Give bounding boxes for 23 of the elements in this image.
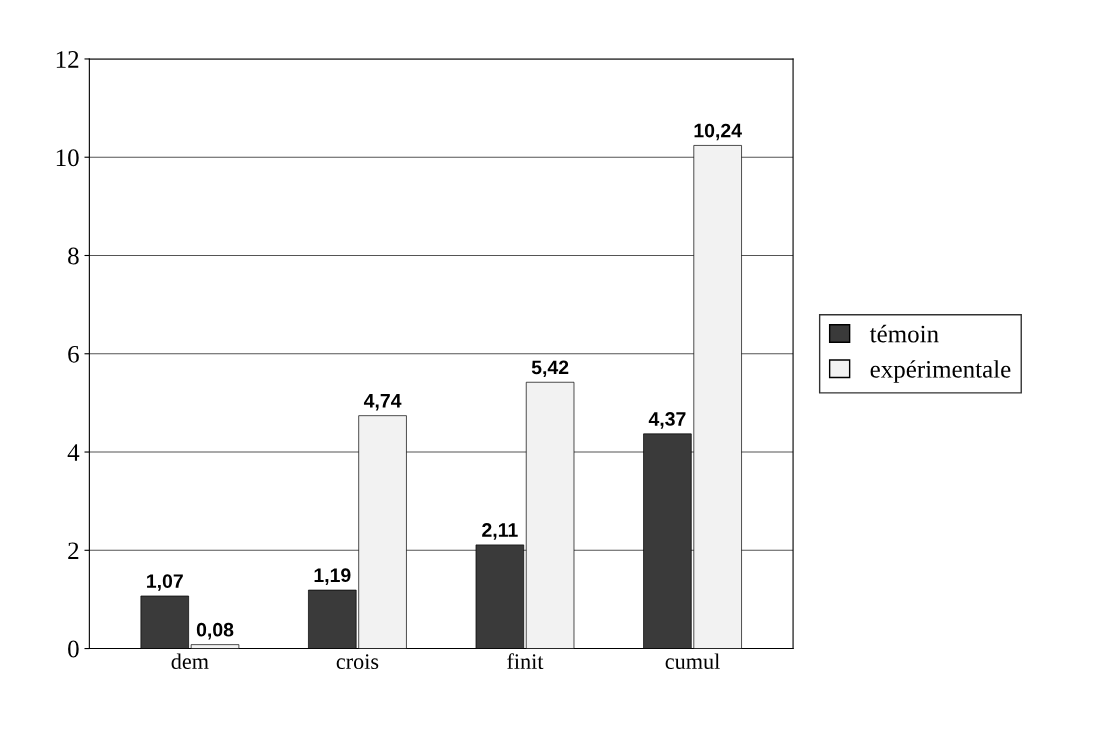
y-tick-label: 6 bbox=[68, 345, 79, 363]
data-label: 4,74 bbox=[363, 394, 402, 411]
data-label: 4,37 bbox=[648, 412, 686, 429]
bar bbox=[475, 544, 525, 649]
y-tick-label: 12 bbox=[56, 51, 79, 68]
data-label: 1,07 bbox=[147, 574, 183, 591]
y-tick-label: 4 bbox=[67, 444, 80, 461]
y-tick-label: 2 bbox=[68, 542, 79, 559]
legend-label: témoin bbox=[869, 324, 939, 343]
data-label: 2,11 bbox=[482, 523, 518, 540]
data-label: 1,19 bbox=[314, 568, 351, 585]
y-tick-label: 10 bbox=[56, 149, 79, 167]
x-tick-label: finit bbox=[507, 653, 544, 670]
x-tick-label: crois bbox=[336, 654, 379, 670]
legend-label: expérimentale bbox=[870, 360, 1011, 383]
data-label: 10,24 bbox=[694, 123, 742, 141]
y-tick-label: 0 bbox=[68, 640, 79, 658]
y-tick-label: 8 bbox=[68, 247, 79, 265]
data-label: 0,08 bbox=[196, 622, 234, 640]
data-label: 5,42 bbox=[531, 360, 569, 378]
x-tick-label: dem bbox=[171, 653, 209, 670]
bar bbox=[525, 381, 575, 649]
x-tick-label: cumul bbox=[665, 653, 720, 670]
